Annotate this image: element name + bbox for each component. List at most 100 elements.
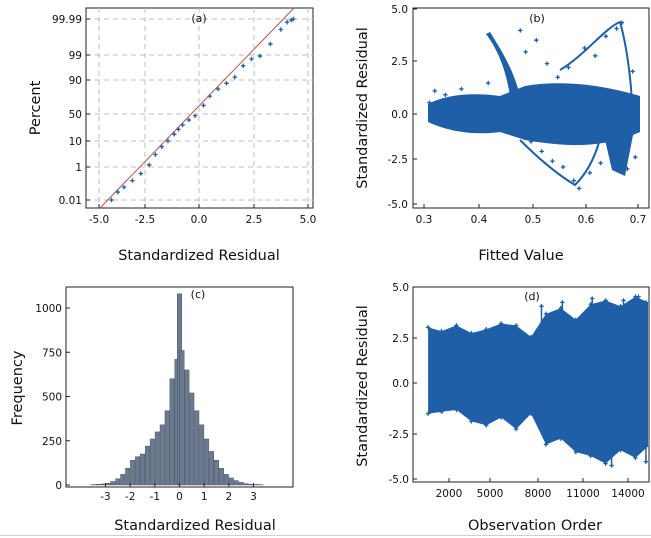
panel-c-bar [209, 451, 214, 486]
panel-b-x-tick-label: 0.3 [416, 214, 433, 226]
panel-b-y-title: Standardized Residual [355, 27, 371, 189]
panel-c-bar [189, 392, 195, 486]
panel-b-point [427, 100, 432, 105]
panel-c-bar [130, 460, 136, 486]
panel-b-x-tick-label: 0.4 [471, 214, 488, 226]
panel-c-bar [135, 456, 140, 486]
panel-d-point [558, 436, 564, 441]
panel-c-bar [120, 474, 126, 486]
panel-d-point [643, 300, 649, 305]
panel-d-point [528, 334, 534, 340]
panel-a-y-tick-label: 90 [69, 75, 82, 87]
panel-d-point [439, 409, 444, 414]
panel-c-y-tick-label: 1000 [35, 303, 62, 315]
panel-b-point [437, 110, 443, 115]
panel-c-ticks: -3 -2 -1 0 1 2 3 0 250 500 750 1000 [35, 303, 257, 503]
panel-a-point [232, 74, 238, 80]
panel-a-x-tick-label: 2.5 [246, 214, 263, 226]
panel-a-point [115, 189, 121, 195]
panel-c-bar [194, 410, 200, 486]
panel-d-x-tick-label: 14000 [611, 488, 644, 500]
panel-d-point [621, 298, 626, 303]
panel-d-point [425, 325, 431, 330]
panel-a-point [121, 184, 127, 190]
panel-b-point [491, 119, 496, 125]
panel-d-point [484, 423, 489, 428]
panel-b-y-tick-label: -2.5 [388, 154, 409, 166]
panel-d-point [543, 311, 549, 317]
panel-b-point [464, 112, 469, 117]
panel-b-point [475, 94, 480, 99]
panel-a-y-title: Percent [28, 80, 44, 135]
panel-c-bar [140, 453, 145, 486]
panel-a-grid [86, 8, 313, 208]
panel-b-point [566, 65, 571, 70]
panel-d-point [590, 296, 595, 301]
panel-a-point [215, 86, 221, 92]
panel-d-x-tick-label: 8000 [525, 488, 552, 500]
panel-a-y-tick-label: 1 [75, 162, 82, 174]
panel-c-x-tick-label: -2 [125, 491, 135, 503]
panel-d-point [484, 327, 489, 332]
panel-a-ticks: -5.0 -2.5 0.0 2.5 5.0 0.01 1 10 50 90 99 99.99 [52, 14, 316, 226]
panel-c-bar [199, 424, 205, 486]
panel-d-x-tick-label: 5000 [477, 488, 504, 500]
panel-a-point [201, 103, 206, 108]
panel-d-band [428, 296, 648, 464]
panel-b-tag: (b) [529, 12, 545, 25]
panel-c-bar [149, 438, 155, 486]
panel-c-x-tick-label: 3 [250, 491, 257, 503]
panel-b-point [555, 75, 560, 80]
panel-b-point [598, 160, 603, 166]
panel-a-point [278, 27, 284, 32]
panel-c-bar [125, 467, 131, 486]
panel-c-bar [110, 481, 116, 486]
panel-d-y-tick-label: -2.5 [389, 429, 410, 441]
panel-b-point [502, 98, 507, 103]
panel-b-point [443, 92, 448, 97]
panel-b-point [523, 49, 528, 55]
panel-d: 2000 5000 8000 11000 14000-5.0-2.50.02.55.0 … [355, 282, 650, 534]
panel-c-tag: (c) [191, 288, 206, 301]
panel-a-y-tick-label: 10 [69, 136, 82, 148]
panel-b-ticks: 0.3 0.4 0.5 0.6 0.7 -5.0 -2.5 0.0 2.5 5.0 [388, 4, 647, 226]
panel-d-x-tick-label: 2000 [436, 488, 463, 500]
panel-c-bar [184, 369, 190, 486]
panel-a-x-title: Standardized Residual [118, 248, 280, 264]
panel-b-point [486, 80, 491, 86]
panel-d-point [499, 321, 504, 326]
panel-a-point [109, 197, 114, 203]
panel-b-frame [412, 7, 650, 209]
panel-b-content [427, 20, 640, 191]
panel-a-reference-line [99, 7, 295, 209]
panel-a-x-tick-label: 5.0 [300, 214, 317, 226]
panel-c-bar [154, 431, 160, 486]
panel-d-point [543, 442, 549, 447]
panel-d-content [425, 294, 649, 468]
panel-d-point [560, 300, 565, 305]
panel-b-point [507, 73, 512, 78]
panel-c-y-tick-label: 250 [42, 436, 62, 448]
panel-c-bar [223, 474, 229, 486]
panel-d-point [439, 328, 444, 334]
panel-b-point [603, 34, 609, 39]
panel-d-point [513, 323, 519, 328]
panel-d-point [499, 415, 504, 420]
panel-d-y-title: Standardized Residual [355, 305, 371, 467]
panel-a-point [153, 152, 158, 157]
panel-d-point [454, 407, 459, 413]
panel-c-x-tick-label: -3 [100, 491, 110, 503]
panel-c: -3 -2 -1 0 1 2 3 0 250 500 750 1000 (c) Standardize… [10, 286, 294, 534]
panel-a-point [186, 117, 192, 123]
panel-a-x-tick-label: -5.0 [89, 214, 110, 226]
panel-b: 0.3 0.4 0.5 0.6 0.7 -5.0 -2.5 0.0 2.5 5.0 (b) Fit… [355, 4, 650, 264]
panel-d-point [609, 463, 614, 468]
panel-a-point [159, 144, 164, 149]
panel-c-x-tick-label: -1 [150, 491, 160, 503]
panel-b-upper-plume [486, 32, 520, 96]
panel-c-bar [248, 483, 254, 486]
panel-d-point [469, 419, 474, 424]
panel-b-point [512, 123, 518, 129]
